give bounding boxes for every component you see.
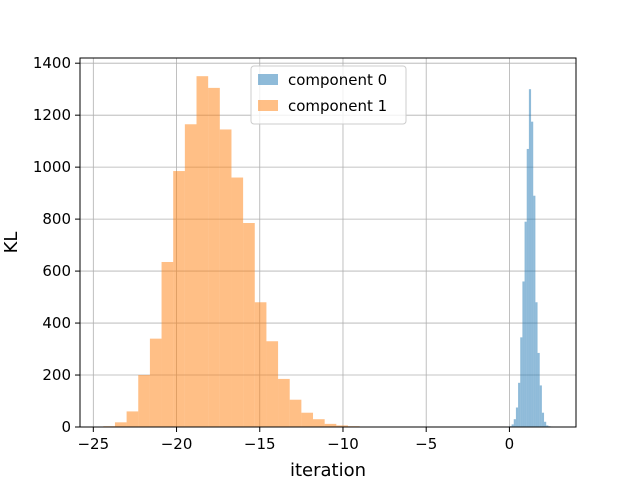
y-tick-label: 1400 xyxy=(33,54,71,72)
legend-swatch-component-1 xyxy=(258,100,278,111)
histogram-bar-component-1 xyxy=(289,399,302,427)
histogram-bar-component-1 xyxy=(114,422,127,427)
histogram-bar-component-1 xyxy=(301,412,314,427)
legend-label-component-1: component 1 xyxy=(288,97,387,115)
histogram-bar-component-0 xyxy=(524,221,527,427)
histogram-bar-component-0 xyxy=(528,89,532,427)
y-tick-label: 200 xyxy=(42,366,71,384)
histogram-bar-component-0 xyxy=(513,419,516,427)
histogram-bar-component-1 xyxy=(126,411,139,427)
histogram-bar-component-0 xyxy=(522,281,525,427)
histogram-bar-component-0 xyxy=(531,121,534,427)
histogram-bar-component-1 xyxy=(184,124,197,427)
histogram-bar-component-1 xyxy=(208,87,220,428)
x-tick-label: −5 xyxy=(415,435,437,453)
bars-layer xyxy=(103,76,555,428)
histogram-bar-component-1 xyxy=(138,375,150,427)
y-tick-label: 400 xyxy=(42,314,71,332)
histogram-bar-component-1 xyxy=(254,302,267,427)
histogram-bar-component-0 xyxy=(518,382,521,427)
y-axis-title: KL xyxy=(1,232,22,254)
histogram-bar-component-1 xyxy=(266,341,279,427)
y-tick-label: 800 xyxy=(42,210,71,228)
y-tick-label: 1200 xyxy=(33,106,71,124)
histogram-bar-component-0 xyxy=(520,337,523,427)
histogram-bar-component-1 xyxy=(243,223,255,427)
histogram-bar-component-1 xyxy=(173,171,185,427)
y-tick-label: 600 xyxy=(42,262,71,280)
histogram-bar-component-1 xyxy=(324,423,337,427)
histogram-bar-component-1 xyxy=(313,419,325,427)
x-tick-label: −10 xyxy=(327,435,359,453)
legend: component 0 component 1 xyxy=(250,65,407,125)
y-tick-label: 0 xyxy=(61,418,71,436)
histogram-bar-component-1 xyxy=(231,177,244,427)
ticks-layer: −25 −20 −15 −10 −5 0 0 200 400 600 800 1000 1200 1400 xyxy=(33,54,514,453)
histogram-bar-component-1 xyxy=(149,338,162,427)
histogram-bar-component-0 xyxy=(537,352,540,427)
histogram-bar-component-0 xyxy=(535,302,538,427)
histogram-bar-component-1 xyxy=(219,129,232,427)
x-tick-label: −15 xyxy=(244,435,276,453)
legend-swatch-component-0 xyxy=(258,74,278,85)
plot-frame xyxy=(79,57,577,428)
x-tick-label: −25 xyxy=(77,435,109,453)
histogram-bar-component-0 xyxy=(544,421,547,427)
legend-box xyxy=(250,65,407,125)
histogram-bar-component-0 xyxy=(539,385,542,427)
histogram-bar-component-0 xyxy=(515,407,519,427)
histogram-bar-component-0 xyxy=(511,424,514,427)
x-tick-label: 0 xyxy=(505,435,515,453)
histogram-bar-component-1 xyxy=(278,378,290,427)
histogram-bar-component-1 xyxy=(336,425,348,427)
histogram-bar-component-1 xyxy=(196,76,209,428)
y-tick-label: 1000 xyxy=(33,158,71,176)
histogram-bar-component-0 xyxy=(533,195,536,427)
histogram-bar-component-0 xyxy=(526,148,529,428)
histogram-bar-component-1 xyxy=(161,261,174,427)
x-tick-label: −20 xyxy=(161,435,193,453)
histogram-bar-component-0 xyxy=(541,412,545,427)
x-axis-title: iteration xyxy=(290,460,366,480)
legend-label-component-0: component 0 xyxy=(288,71,387,89)
histogram-bar-component-0 xyxy=(546,425,549,427)
